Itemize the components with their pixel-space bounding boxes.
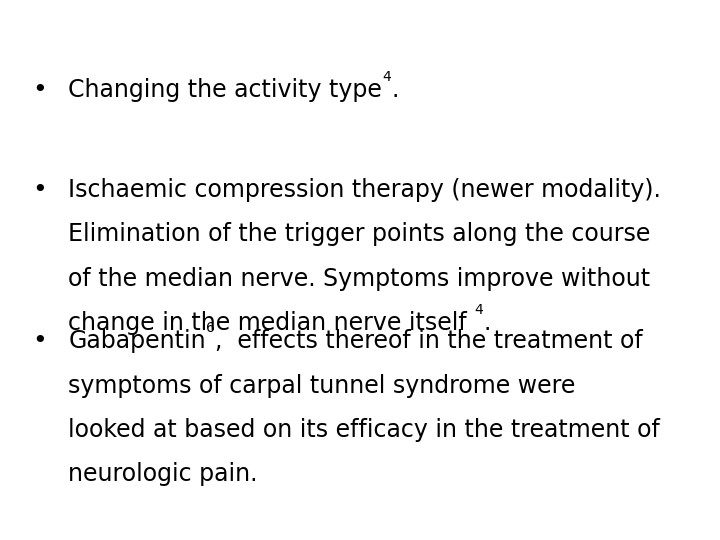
Text: .: .	[391, 78, 398, 102]
Text: Elimination of the trigger points along the course: Elimination of the trigger points along …	[68, 222, 651, 246]
Text: of the median nerve. Symptoms improve without: of the median nerve. Symptoms improve wi…	[68, 267, 651, 291]
Text: symptoms of carpal tunnel syndrome were: symptoms of carpal tunnel syndrome were	[68, 374, 576, 397]
Text: .: .	[483, 311, 491, 335]
Text: Gabapentin: Gabapentin	[68, 329, 206, 353]
Text: ,  effects thereof in the treatment of: , effects thereof in the treatment of	[215, 329, 643, 353]
Text: •: •	[32, 329, 47, 353]
Text: 4: 4	[382, 70, 391, 84]
Text: 4: 4	[474, 303, 483, 317]
Text: •: •	[32, 178, 47, 202]
Text: Ischaemic compression therapy (newer modality).: Ischaemic compression therapy (newer mod…	[68, 178, 661, 202]
Text: Changing the activity type: Changing the activity type	[68, 78, 382, 102]
Text: change in the median nerve itself: change in the median nerve itself	[68, 311, 474, 335]
Text: 6: 6	[206, 321, 215, 335]
Text: neurologic pain.: neurologic pain.	[68, 462, 258, 486]
Text: looked at based on its efficacy in the treatment of: looked at based on its efficacy in the t…	[68, 418, 660, 442]
Text: •: •	[32, 78, 47, 102]
